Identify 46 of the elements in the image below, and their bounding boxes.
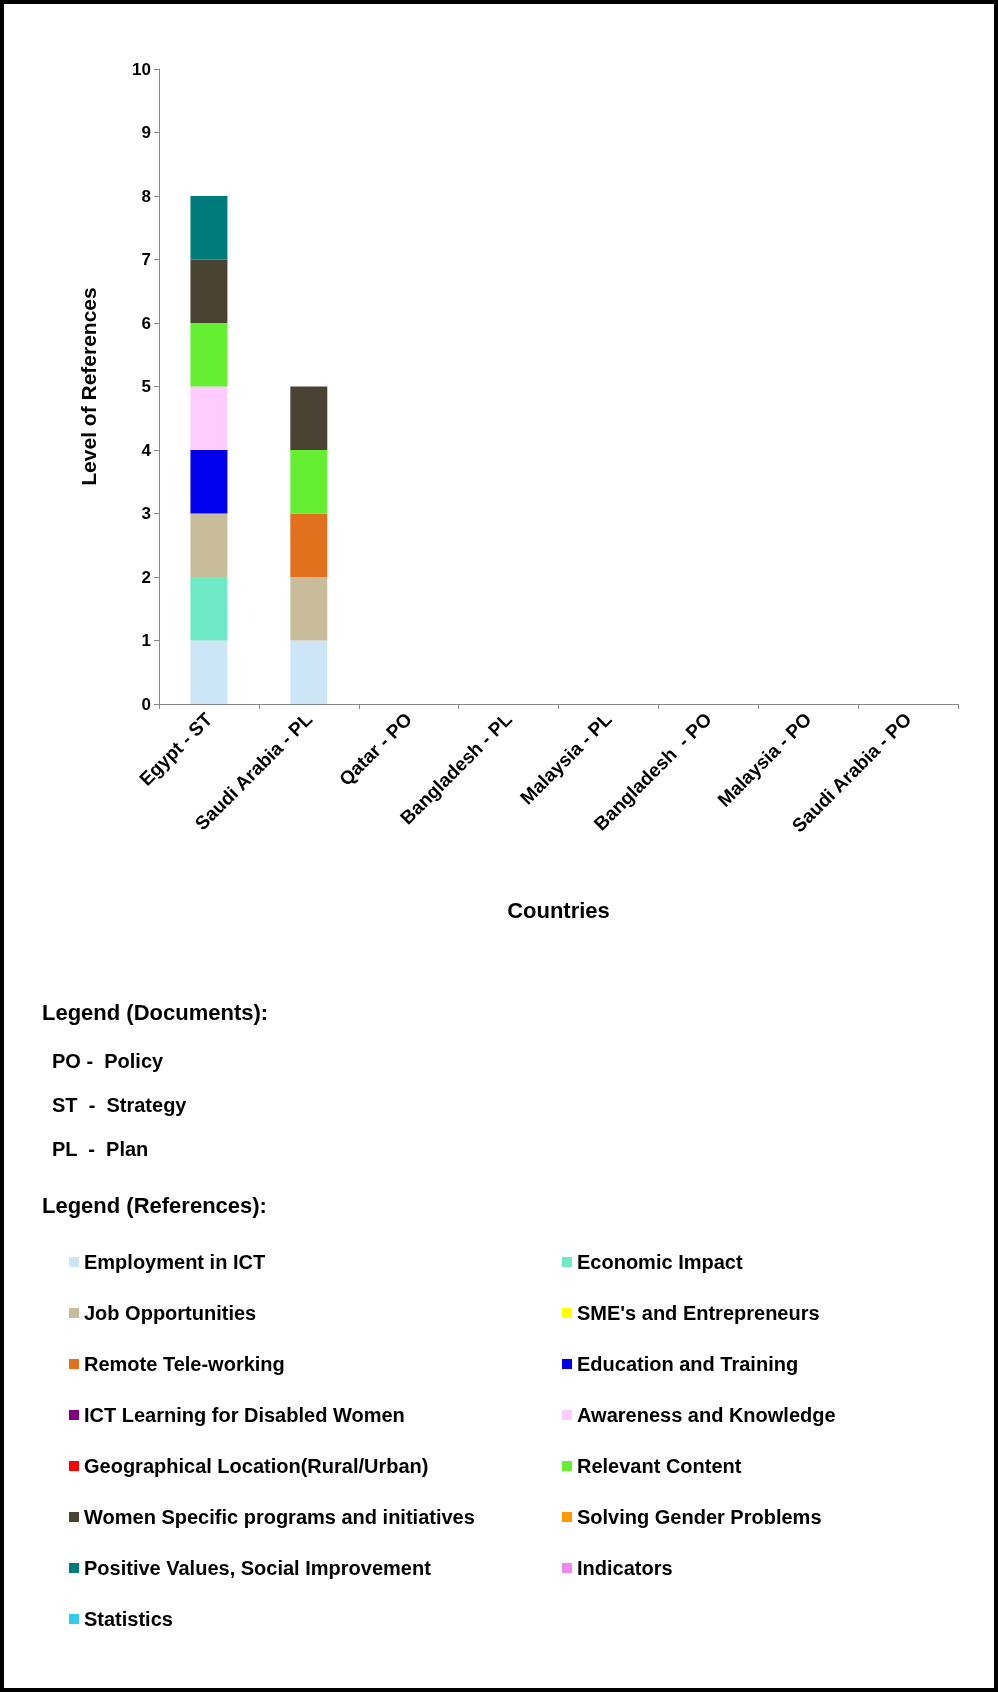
bar <box>190 513 228 577</box>
legend-label: Solving Gender Problems <box>577 1506 822 1528</box>
legend-label: Indicators <box>577 1557 673 1579</box>
bar <box>290 513 328 577</box>
y-tick-label: 7 <box>141 250 151 269</box>
bar <box>190 259 228 323</box>
y-tick-label: 9 <box>141 123 151 142</box>
legend-label: Employment in ICT <box>84 1251 266 1273</box>
legend-label: Awareness and Knowledge <box>577 1404 836 1426</box>
legend-title: Legend (References): <box>42 1192 267 1218</box>
legend-label: Remote Tele-working <box>84 1353 285 1375</box>
y-tick-label: 8 <box>141 186 151 206</box>
x-axis-title: Countries <box>507 897 610 923</box>
text: PL - Plan <box>52 1138 149 1160</box>
bar <box>190 640 228 704</box>
legend-label: SME's and Entrepreneurs <box>577 1302 820 1324</box>
bar <box>190 196 228 260</box>
bar <box>190 577 228 641</box>
y-tick-label: 1 <box>141 631 151 650</box>
y-tick-label: 0 <box>141 694 151 714</box>
legend-label: Education and Training <box>577 1353 799 1375</box>
legend-label: Women Specific programs and initiatives <box>84 1506 475 1528</box>
y-tick-label: 4 <box>141 440 152 460</box>
legend-label: Statistics <box>84 1608 173 1630</box>
legend-label: Economic Impact <box>577 1251 743 1273</box>
bar <box>190 450 228 514</box>
legend-label: Geographical Location(Rural/Urban) <box>84 1455 429 1477</box>
text: ST - Strategy <box>52 1094 188 1116</box>
legend-label: Job Opportunities <box>84 1302 257 1324</box>
y-tick-label: 10 <box>132 59 151 79</box>
y-tick-label: 3 <box>141 504 151 523</box>
y-axis-title: Level of References <box>77 287 100 486</box>
legend-label: ICT Learning for Disabled Women <box>84 1404 405 1426</box>
y-tick-label: 5 <box>141 377 151 396</box>
text: Legend (Documents): <box>42 999 269 1025</box>
bar <box>290 640 328 704</box>
legend-label: Relevant Content <box>577 1455 742 1477</box>
bar <box>290 577 328 641</box>
legend-label: Positive Values, Social Improvement <box>84 1557 432 1579</box>
y-tick-label: 6 <box>141 313 151 333</box>
bar <box>290 450 328 514</box>
y-tick-label: 2 <box>141 567 151 587</box>
bar <box>190 323 228 387</box>
text: PO - Policy <box>52 1050 165 1072</box>
bar <box>190 386 228 450</box>
bar <box>290 386 328 450</box>
